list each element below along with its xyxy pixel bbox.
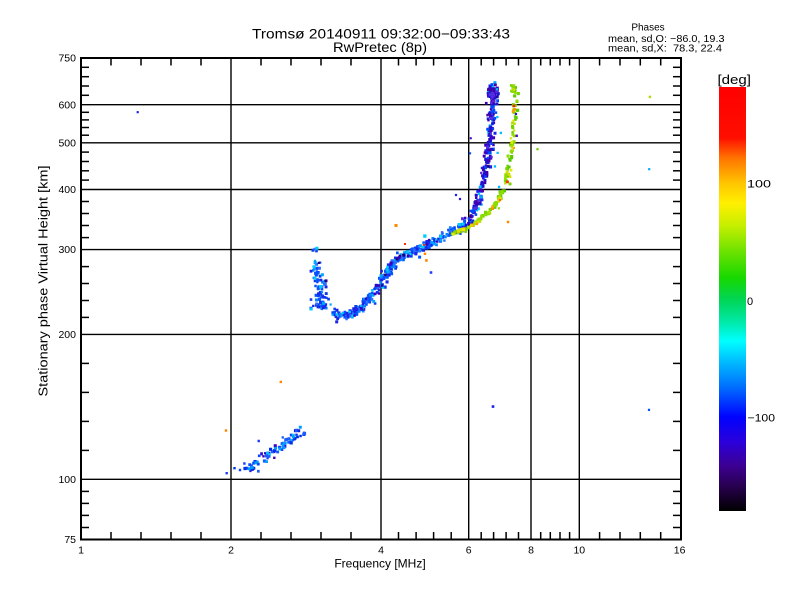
svg-text:−100: −100: [748, 413, 776, 425]
svg-text:Phases: Phases: [631, 23, 664, 34]
svg-text:0: 0: [747, 296, 753, 308]
svg-text:400: 400: [58, 184, 76, 196]
svg-text:100: 100: [747, 179, 771, 191]
svg-text:500: 500: [58, 137, 76, 149]
svg-text:16: 16: [674, 545, 686, 557]
svg-text:75: 75: [64, 534, 76, 546]
svg-text:6: 6: [466, 545, 472, 557]
svg-text:mean, sd,X: 78.3, 22.4: mean, sd,X: 78.3, 22.4: [608, 44, 722, 55]
svg-text:mean, sd,O: −86.0, 19.3: mean, sd,O: −86.0, 19.3: [608, 34, 725, 45]
svg-text:Tromsø 20140911 09:32:00−09:33: Tromsø 20140911 09:32:00−09:33:43: [252, 27, 510, 42]
svg-text:2: 2: [228, 545, 234, 557]
svg-text:RwPretec (8p): RwPretec (8p): [333, 40, 427, 55]
svg-text:Frequency [MHz]: Frequency [MHz]: [334, 557, 425, 571]
svg-text:200: 200: [58, 329, 76, 341]
svg-text:750: 750: [58, 53, 76, 65]
svg-text:300: 300: [58, 244, 76, 256]
svg-text:[deg]: [deg]: [718, 73, 752, 87]
svg-text:600: 600: [58, 99, 76, 111]
svg-text:4: 4: [378, 545, 384, 557]
svg-text:100: 100: [58, 474, 76, 486]
svg-text:Stationary phase Virtual Heigh: Stationary phase Virtual Height [km]: [36, 166, 51, 397]
svg-text:1: 1: [78, 545, 84, 557]
svg-text:10: 10: [573, 545, 585, 557]
svg-text:8: 8: [528, 545, 534, 557]
